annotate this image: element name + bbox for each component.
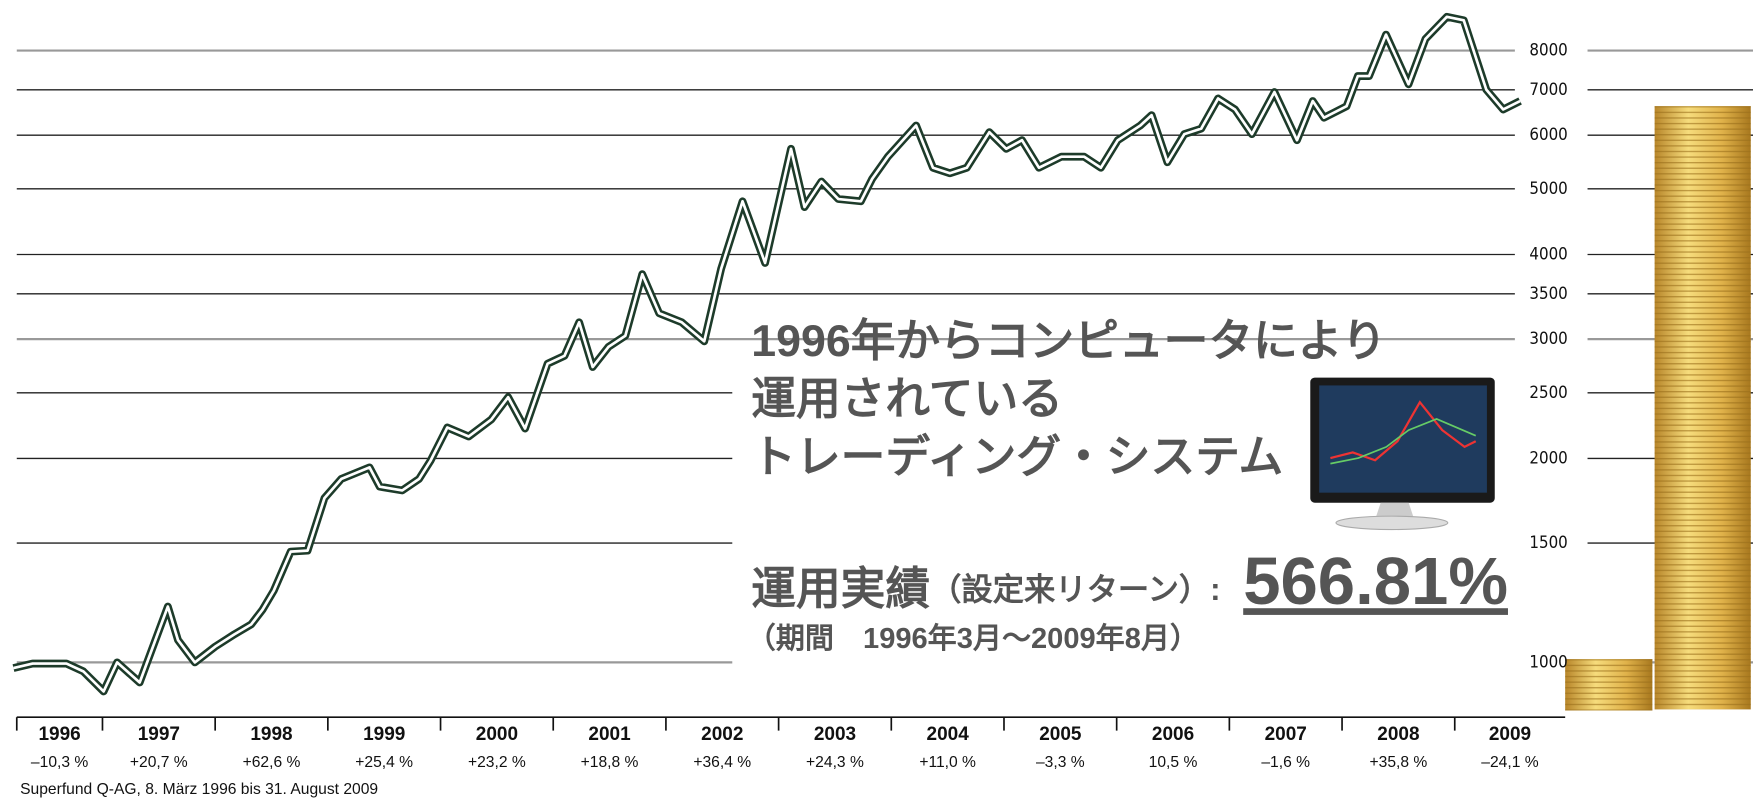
period: （期間 1996年3月～2009年8月） [747,621,1199,655]
x-tick-label: 1999 [363,724,405,745]
annual-return: –1,6 % [1261,754,1310,771]
y-tick-label: 7000 [1529,79,1567,99]
y-tick-label: 1500 [1529,532,1567,552]
headline: 運用されている [751,375,1063,424]
coins [1565,106,1751,711]
annual-return: +62,6 % [243,754,301,771]
annual-return: –10,3 % [31,754,88,771]
annual-return: +11,0 % [919,754,976,771]
y-tick-label: 2500 [1529,382,1567,402]
performance-label: 運用実績（設定来リターン）: [751,565,1220,614]
y-tick-label: 3500 [1529,283,1567,303]
x-tick-label: 2001 [588,724,631,745]
annual-return: +23,2 % [468,754,526,771]
annual-return: –3,3 % [1036,754,1085,771]
y-tick-label: 2000 [1529,447,1567,467]
x-tick-label: 2004 [927,724,970,745]
x-tick-label: 1998 [250,724,292,745]
annual-return: +35,8 % [1369,754,1427,771]
headline: 1996年からコンピュータにより [751,317,1386,366]
annual-return: +36,4 % [693,754,751,771]
annual-return: +24,3 % [806,754,864,771]
performance-value: 566.81% [1243,544,1508,619]
y-tick-label: 3000 [1529,328,1567,348]
annual-return: –24,1 % [1481,754,1538,771]
x-tick-label: 2000 [476,724,518,745]
x-tick-label: 2009 [1489,724,1531,745]
y-tick-label: 6000 [1529,124,1567,144]
monitor [1310,377,1495,531]
x-tick-label: 2002 [701,724,743,745]
line-inner [13,15,1521,693]
y-tick-label: 8000 [1529,40,1567,60]
x-tick-label: 2007 [1265,724,1307,745]
annual-return: +18,8 % [581,754,639,771]
y-tick-label: 5000 [1529,178,1567,198]
x-tick-label: 2003 [814,724,856,745]
annual-return: +25,4 % [355,754,413,771]
y-tick-label: 1000 [1529,651,1567,671]
annual-return: +20,7 % [130,754,188,771]
x-tick-label: 2005 [1039,724,1082,745]
annual-return: 10,5 % [1149,754,1198,771]
x-tick-label: 2006 [1152,724,1194,745]
performance-sublabel: （設定来リターン）: [930,571,1220,607]
x-tick-label: 1997 [138,724,180,745]
x-tick-label: 2008 [1377,724,1419,745]
x-tick-label: 1996 [38,724,80,745]
headline: トレーディング・システム [751,432,1283,482]
y-tick-label: 4000 [1529,244,1567,264]
performance-label-main: 運用実績 [751,565,930,614]
source: Superfund Q-AG, 8. März 1996 bis 31. Aug… [20,781,378,798]
